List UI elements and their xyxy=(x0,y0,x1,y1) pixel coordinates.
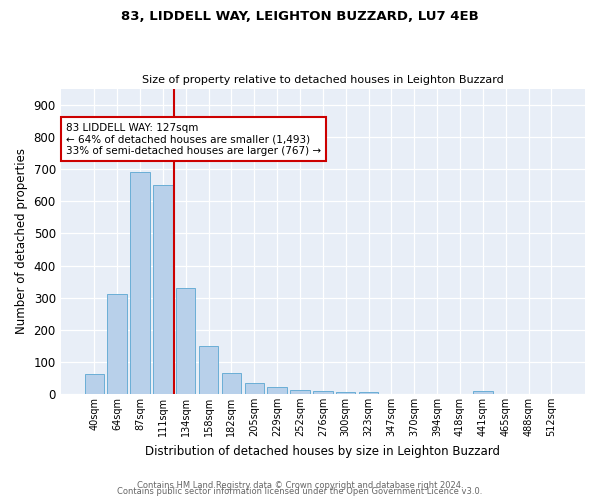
Bar xyxy=(473,392,493,394)
Bar xyxy=(313,391,332,394)
Text: 83 LIDDELL WAY: 127sqm
← 64% of detached houses are smaller (1,493)
33% of semi-: 83 LIDDELL WAY: 127sqm ← 64% of detached… xyxy=(66,122,321,156)
Text: Contains HM Land Registry data © Crown copyright and database right 2024.: Contains HM Land Registry data © Crown c… xyxy=(137,481,463,490)
Bar xyxy=(107,294,127,394)
Bar xyxy=(221,373,241,394)
Text: 83, LIDDELL WAY, LEIGHTON BUZZARD, LU7 4EB: 83, LIDDELL WAY, LEIGHTON BUZZARD, LU7 4… xyxy=(121,10,479,23)
Y-axis label: Number of detached properties: Number of detached properties xyxy=(15,148,28,334)
Bar xyxy=(268,388,287,394)
X-axis label: Distribution of detached houses by size in Leighton Buzzard: Distribution of detached houses by size … xyxy=(145,444,500,458)
Bar xyxy=(359,392,378,394)
Bar xyxy=(85,374,104,394)
Bar xyxy=(153,186,173,394)
Bar xyxy=(199,346,218,394)
Text: Contains public sector information licensed under the Open Government Licence v3: Contains public sector information licen… xyxy=(118,487,482,496)
Bar xyxy=(245,382,264,394)
Bar xyxy=(290,390,310,394)
Title: Size of property relative to detached houses in Leighton Buzzard: Size of property relative to detached ho… xyxy=(142,76,504,86)
Bar xyxy=(176,288,196,394)
Bar xyxy=(130,172,149,394)
Bar xyxy=(336,392,355,394)
